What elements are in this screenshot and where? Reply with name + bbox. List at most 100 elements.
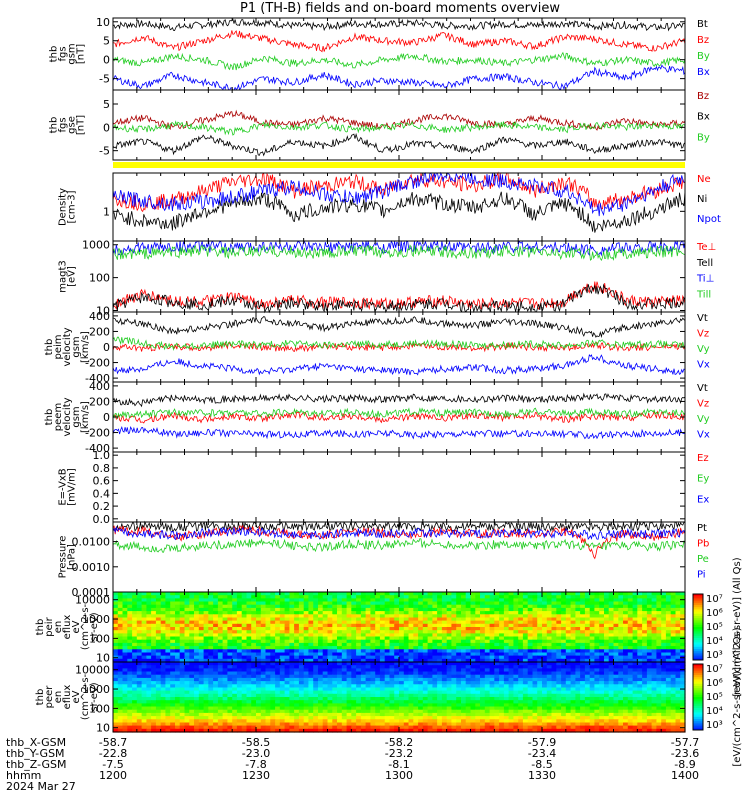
heatmap-cell [322, 649, 329, 654]
heatmap-cell [537, 614, 543, 619]
heatmap-cell [651, 617, 657, 622]
heatmap-cell [599, 614, 605, 619]
y-tick-label: 0.8 [93, 462, 111, 475]
legend-entry: Bz [697, 91, 709, 102]
heatmap-cell [484, 662, 491, 666]
heatmap-cell [256, 693, 262, 698]
heatmap-cell [270, 611, 276, 615]
heatmap-cell [146, 592, 152, 596]
heatmap-cell [213, 703, 219, 708]
heatmap-cell [661, 665, 667, 669]
heatmap-cell [518, 630, 524, 634]
colorbar-segment [693, 635, 703, 639]
heatmap-cell [451, 623, 457, 628]
heatmap-cell [155, 697, 162, 701]
heatmap-cell [604, 623, 610, 628]
heatmap-cell [284, 627, 290, 631]
heatmap-cell [441, 668, 448, 673]
heatmap-cell [270, 677, 276, 682]
heatmap-cell [399, 633, 405, 638]
heatmap-cell [384, 658, 391, 663]
heatmap-cell [627, 690, 634, 695]
heatmap-cell [341, 693, 348, 698]
heatmap-cell [294, 642, 300, 647]
colorbar-segment [693, 598, 703, 602]
heatmap-cell [308, 693, 314, 698]
heatmap-cell [232, 690, 238, 695]
heatmap-cell [270, 607, 276, 612]
heatmap-cell [522, 700, 529, 704]
heatmap-cell [665, 684, 672, 689]
heatmap-cell [627, 665, 634, 669]
heatmap-cell [251, 693, 257, 698]
heatmap-cell [356, 620, 362, 625]
heatmap-cell [356, 607, 362, 612]
heatmap-cell [680, 627, 686, 631]
heatmap-cell [236, 627, 243, 631]
heatmap-cell [632, 681, 638, 685]
heatmap-cell [503, 652, 510, 657]
heatmap-cell [232, 684, 238, 689]
heatmap-cell [480, 658, 486, 663]
heatmap-cell [308, 649, 314, 654]
heatmap-cell [632, 642, 638, 647]
heatmap-cell [418, 693, 424, 698]
heatmap-cell [675, 671, 681, 676]
heatmap-cell [651, 595, 657, 599]
heatmap-cell [470, 652, 476, 657]
heatmap-cell [208, 655, 214, 660]
heatmap-cell [503, 658, 510, 663]
heatmap-cell [151, 658, 157, 663]
heatmap-cell [208, 697, 214, 701]
heatmap-cell [399, 627, 405, 631]
heatmap-cell [389, 611, 395, 615]
heatmap-cell [308, 665, 314, 669]
heatmap-cell [375, 633, 381, 638]
heatmap-cell [375, 652, 381, 657]
heatmap-cell [584, 595, 591, 599]
heatmap-cell [632, 684, 638, 689]
heatmap-cell [556, 607, 562, 612]
heatmap-cell [265, 646, 271, 650]
heatmap-cell [580, 617, 586, 622]
heatmap-cell [313, 671, 319, 676]
heatmap-cell [604, 684, 610, 689]
heatmap-cell [532, 665, 538, 669]
heatmap-cell [527, 700, 534, 704]
heatmap-cell [213, 687, 219, 692]
heatmap-cell [165, 684, 171, 689]
heatmap-cell [637, 665, 643, 669]
heatmap-cell [618, 674, 624, 679]
heatmap-cell [461, 646, 467, 650]
heatmap-cell [184, 633, 190, 638]
heatmap-cell [465, 633, 472, 638]
heatmap-cell [399, 655, 405, 660]
heatmap-cell [580, 630, 586, 634]
heatmap-cell [356, 662, 362, 666]
heatmap-cell [318, 665, 324, 669]
heatmap-cell [632, 617, 638, 622]
heatmap-cell [403, 697, 410, 701]
heatmap-cell [499, 658, 505, 663]
heatmap-cell [646, 627, 653, 631]
heatmap-cell [656, 649, 662, 654]
heatmap-cell [594, 681, 600, 685]
heatmap-cell [127, 636, 133, 641]
heatmap-cell [322, 611, 329, 615]
heatmap-cell [141, 614, 147, 619]
heatmap-cell [275, 592, 281, 596]
heatmap-cell [446, 595, 453, 599]
heatmap-cell [537, 617, 543, 622]
heatmap-cell [665, 630, 672, 634]
heatmap-cell [399, 636, 405, 641]
heatmap-cell [580, 652, 586, 657]
heatmap-cell [155, 668, 162, 673]
heatmap-cell [203, 630, 209, 634]
heatmap-cell [298, 630, 305, 634]
heatmap-cell [599, 598, 605, 603]
heatmap-cell [284, 668, 290, 673]
heatmap-cell [313, 614, 319, 619]
heatmap-cell [170, 592, 176, 596]
heatmap-cell [608, 611, 615, 615]
